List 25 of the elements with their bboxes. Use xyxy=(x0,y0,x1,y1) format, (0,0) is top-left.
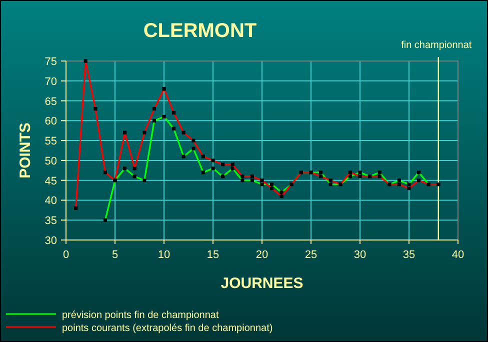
y-tick-label: 75 xyxy=(44,56,57,68)
legend-label: prévision points fin de championnat xyxy=(62,310,219,321)
y-tick-label: 60 xyxy=(44,116,57,128)
x-tick-label: 15 xyxy=(206,249,220,261)
x-tick-label: 0 xyxy=(62,249,70,261)
x-axis-title: JOURNEES xyxy=(220,275,304,292)
y-tick-label: 30 xyxy=(44,235,57,247)
y-tick-label: 65 xyxy=(44,96,57,108)
y-tick-label: 45 xyxy=(44,175,57,188)
y-tick-label: 35 xyxy=(44,215,57,228)
y-tick-label: 55 xyxy=(44,136,57,148)
x-tick-label: 25 xyxy=(304,249,318,261)
chart-title: CLERMONT xyxy=(143,20,257,42)
y-axis-title: POINTS xyxy=(17,122,34,178)
x-tick-label: 20 xyxy=(256,249,268,261)
legend-label: points courants (extrapolés fin de championnat) xyxy=(62,323,273,334)
x-tick-label: 30 xyxy=(354,249,366,261)
x-tick-label: 5 xyxy=(112,249,118,261)
x-tick-label: 35 xyxy=(402,249,416,261)
x-tick-label: 40 xyxy=(452,249,464,261)
y-tick-label: 40 xyxy=(44,195,57,208)
y-tick-label: 50 xyxy=(44,155,57,168)
x-tick-label: 10 xyxy=(158,249,170,261)
ref-line-label: fin championnat xyxy=(401,40,472,51)
y-tick-label: 70 xyxy=(44,76,57,88)
